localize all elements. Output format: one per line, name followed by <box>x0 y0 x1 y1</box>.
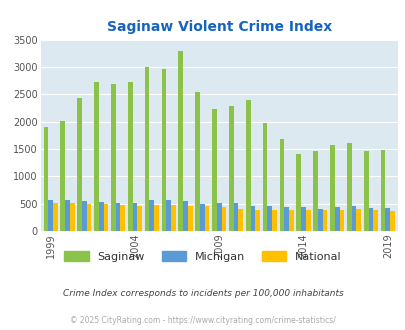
Bar <box>188 206 192 231</box>
Bar <box>128 82 132 231</box>
Bar <box>305 211 310 231</box>
Bar <box>317 209 322 231</box>
Bar <box>178 50 183 231</box>
Text: Crime Index corresponds to incidents per 100,000 inhabitants: Crime Index corresponds to incidents per… <box>62 289 343 298</box>
Bar <box>221 207 226 231</box>
Bar <box>301 208 305 231</box>
Bar <box>356 210 360 231</box>
Bar <box>145 67 149 231</box>
Bar <box>103 204 108 231</box>
Bar <box>339 210 343 231</box>
Bar <box>43 127 48 231</box>
Bar <box>111 84 115 231</box>
Bar <box>351 206 356 231</box>
Bar <box>166 200 171 231</box>
Bar <box>228 106 233 231</box>
Bar <box>368 208 372 231</box>
Bar <box>372 211 377 231</box>
Bar <box>70 203 75 231</box>
Bar <box>171 205 175 231</box>
Bar <box>322 211 326 231</box>
Bar <box>384 208 389 231</box>
Bar <box>161 69 166 231</box>
Bar <box>87 204 91 231</box>
Bar <box>183 201 188 231</box>
Bar <box>284 208 288 231</box>
Bar <box>99 202 103 231</box>
Bar <box>363 151 368 231</box>
Bar <box>313 150 317 231</box>
Bar <box>212 109 216 231</box>
Bar <box>48 200 53 231</box>
Bar <box>233 203 238 231</box>
Bar <box>334 207 339 231</box>
Bar <box>77 98 82 231</box>
Bar <box>195 92 200 231</box>
Legend: Saginaw, Michigan, National: Saginaw, Michigan, National <box>60 247 345 266</box>
Bar <box>245 100 250 231</box>
Bar <box>255 210 259 231</box>
Bar <box>200 204 204 231</box>
Bar <box>132 203 137 231</box>
Title: Saginaw Violent Crime Index: Saginaw Violent Crime Index <box>107 20 331 34</box>
Bar <box>346 143 351 231</box>
Bar <box>53 203 58 231</box>
Bar <box>296 154 301 231</box>
Bar <box>271 210 276 231</box>
Bar <box>149 200 154 231</box>
Bar <box>137 206 142 231</box>
Bar <box>60 120 65 231</box>
Bar <box>288 210 293 231</box>
Bar <box>238 209 243 231</box>
Bar <box>65 200 70 231</box>
Bar <box>115 203 120 231</box>
Bar <box>154 205 158 231</box>
Bar <box>94 82 99 231</box>
Bar <box>250 206 255 231</box>
Bar <box>262 123 267 231</box>
Bar <box>120 205 125 231</box>
Bar <box>380 150 384 231</box>
Bar <box>329 145 334 231</box>
Text: © 2025 CityRating.com - https://www.cityrating.com/crime-statistics/: © 2025 CityRating.com - https://www.city… <box>70 315 335 325</box>
Bar <box>267 206 271 231</box>
Bar <box>389 211 394 231</box>
Bar <box>204 206 209 231</box>
Bar <box>82 201 87 231</box>
Bar <box>279 139 283 231</box>
Bar <box>216 203 221 231</box>
